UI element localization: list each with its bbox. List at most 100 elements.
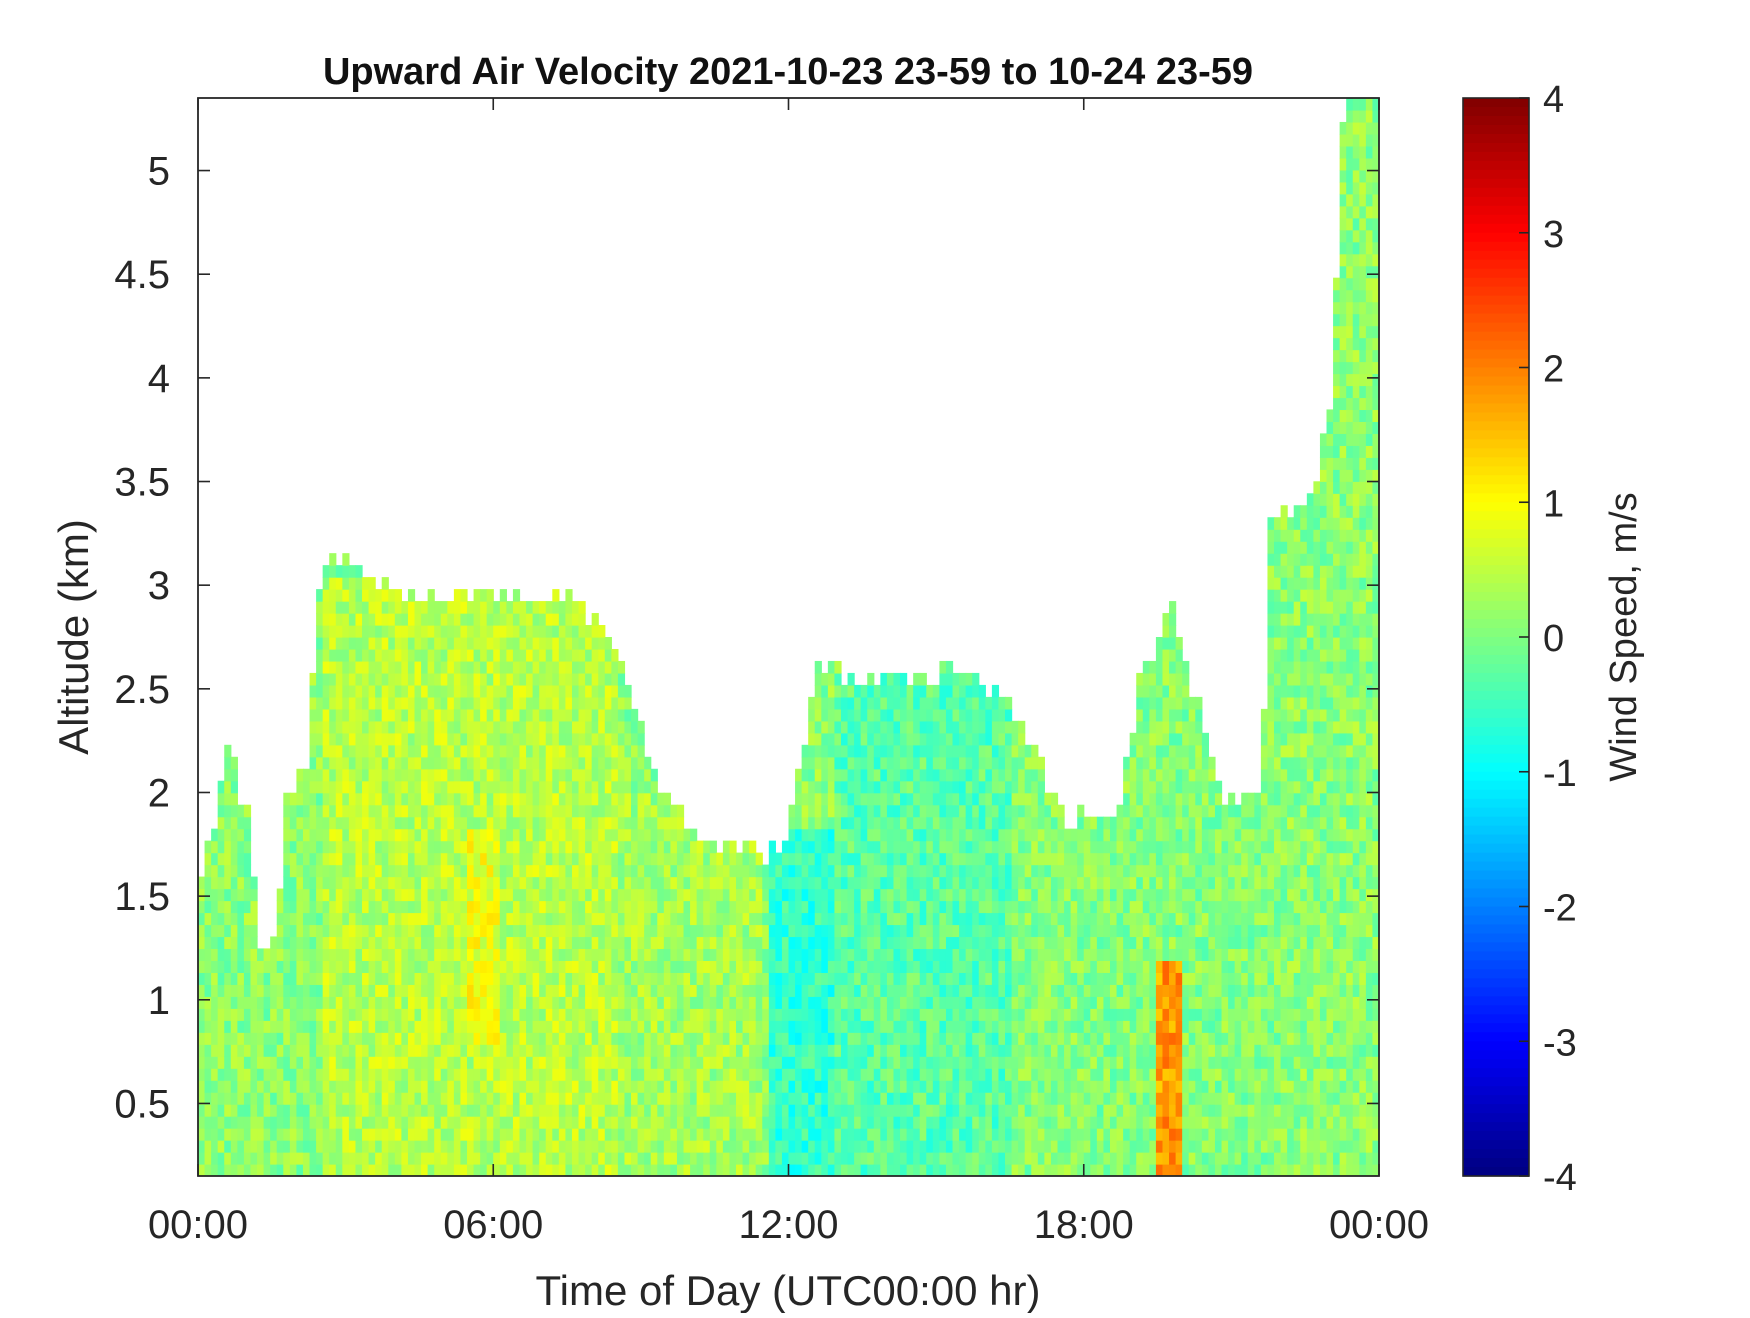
heatmap-cell [512,1020,521,1033]
heatmap-cell [276,1092,284,1105]
heatmap-cell [283,1068,291,1081]
heatmap-cell [814,996,822,1009]
heatmap-cell [742,864,750,878]
heatmap-cell [755,864,763,878]
heatmap-cell [263,1056,271,1069]
heatmap-cell [440,1104,448,1117]
heatmap-cell [526,756,534,770]
heatmap-cell [808,708,816,722]
heatmap-cell [749,912,757,926]
heatmap-cell [591,756,599,770]
heatmap-cell [716,924,724,938]
heatmap-cell [565,948,573,961]
heatmap-cell [781,1128,790,1141]
heatmap-cell [906,1104,914,1117]
heatmap-cell [972,1152,980,1165]
heatmap-cell [453,1164,462,1176]
heatmap-cell [381,900,389,914]
heatmap-cell [453,936,462,950]
heatmap-cell [611,660,619,674]
heatmap-cell [965,1008,973,1021]
heatmap-cell [204,1140,212,1153]
heatmap-cell [998,1044,1006,1057]
heatmap-cell [886,900,895,914]
heatmap-cell [926,1080,934,1093]
heatmap-cell [998,840,1006,854]
heatmap-cell [919,1128,927,1141]
heatmap-cell [945,804,954,818]
heatmap-cell [532,852,540,866]
heatmap-cell [768,864,776,878]
heatmap-cell [926,732,934,746]
heatmap-cell [453,672,462,686]
heatmap-cell [644,900,652,914]
heatmap-cell [414,648,422,662]
heatmap-cell [781,984,790,997]
heatmap-cell [447,996,455,1009]
heatmap-cell [512,732,521,746]
heatmap-cell [893,936,901,950]
heatmap-cell [427,924,435,938]
heatmap-cell [926,876,934,890]
heatmap-cell [801,804,809,818]
heatmap-cell [198,1128,206,1141]
heatmap-cell [860,1128,868,1141]
heatmap-cell [814,900,822,914]
heatmap-cell [755,1056,763,1069]
heatmap-cell [729,1092,737,1105]
heatmap-cell [886,696,895,710]
heatmap-cell [276,948,284,961]
heatmap-cell [571,1080,580,1093]
heatmap-cell [460,744,468,758]
heatmap-cell [1005,780,1013,794]
heatmap-cell [473,816,481,830]
heatmap-cell [644,852,652,866]
heatmap-cell [283,792,291,806]
heatmap-cell [198,1104,206,1117]
heatmap-cell [211,1056,219,1069]
heatmap-cell [480,625,488,638]
heatmap-cell [440,924,448,938]
heatmap-cell [473,984,481,997]
heatmap-cell [670,828,678,842]
heatmap-cell [230,792,238,806]
heatmap-cell [309,792,317,806]
heatmap-cell [539,1068,547,1081]
heatmap-cell [289,1032,298,1045]
heatmap-cell [414,888,422,902]
heatmap-cell [900,768,908,782]
heatmap-cell [913,960,921,973]
heatmap-cell [322,864,330,878]
heatmap-cell [906,744,914,758]
heatmap-cell [512,696,521,710]
heatmap-cell [368,1128,376,1141]
heatmap-cell [834,984,842,997]
heatmap-cell [480,601,488,614]
heatmap-cell [198,912,206,926]
heatmap-cell [585,1092,593,1105]
heatmap-cell [893,828,901,842]
heatmap-cell [926,816,934,830]
heatmap-cell [801,792,809,806]
heatmap-cell [302,984,311,997]
heatmap-cell [644,1152,652,1165]
heatmap-cell [827,912,836,926]
heatmap-cell [257,1152,265,1165]
heatmap-cell [394,924,402,938]
heatmap-cell [388,672,396,686]
heatmap-cell [348,864,357,878]
heatmap-cell [453,660,462,674]
heatmap-cell [834,840,842,854]
heatmap-cell [302,828,311,842]
heatmap-cell [722,1164,731,1176]
heatmap-cell [611,648,619,662]
heatmap-cell [493,876,501,890]
heatmap-cell [860,1020,868,1033]
heatmap-cell [493,1116,501,1129]
heatmap-cell [808,732,816,746]
heatmap-cell [486,684,494,698]
heatmap-cell [499,1152,507,1165]
heatmap-cell [480,1104,488,1117]
heatmap-cell [427,1104,435,1117]
heatmap-cell [1005,720,1013,734]
